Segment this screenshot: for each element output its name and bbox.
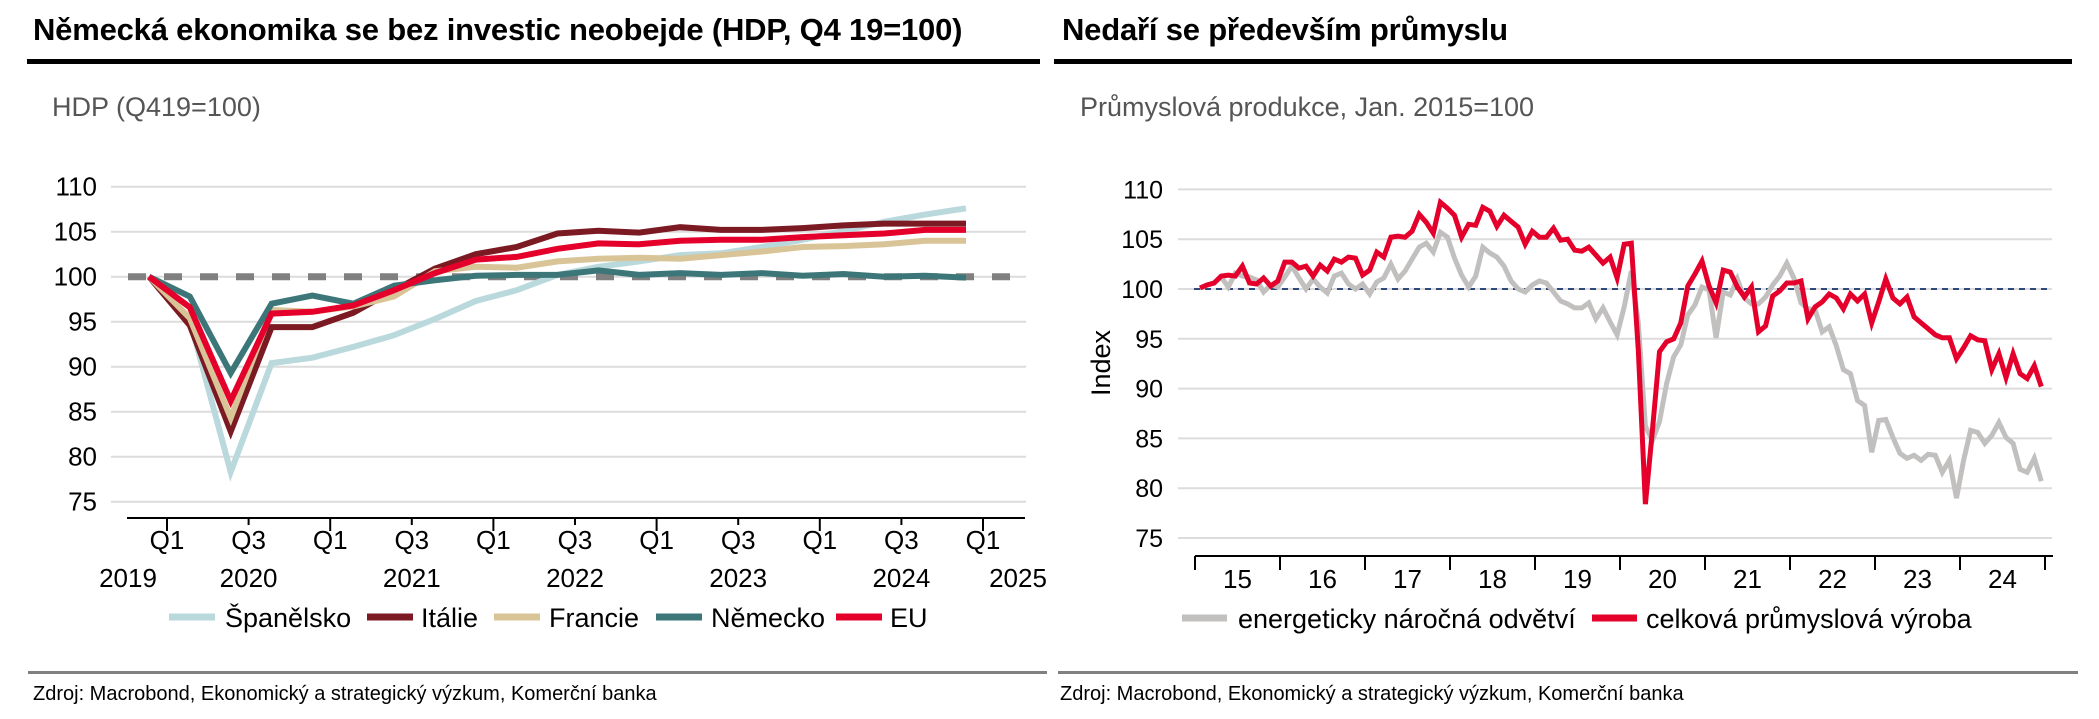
y-tick-label: 80	[68, 442, 97, 472]
y-tick-label: 95	[1135, 326, 1163, 354]
y-tick-label: 105	[1121, 226, 1163, 254]
right-panel-title: Nedaří se především průmyslu	[1062, 12, 1508, 47]
left-panel-subtitle: HDP (Q419=100)	[52, 92, 261, 122]
x-tick-quarter-label: Q3	[884, 525, 919, 555]
x-tick-label: 23	[1903, 564, 1932, 594]
legend-label: EU	[890, 603, 928, 633]
x-tick-quarter-label: Q1	[476, 525, 511, 555]
x-tick-quarter-label: Q1	[639, 525, 674, 555]
left-source-text: Zdroj: Macrobond, Ekonomický a strategic…	[33, 683, 657, 705]
right-source-divider	[1058, 671, 2078, 674]
x-tick-label: 21	[1733, 564, 1762, 594]
right-panel-subtitle: Průmyslová produkce, Jan. 2015=100	[1080, 92, 1535, 122]
y-axis-title: Index	[1086, 329, 1116, 396]
legend-label: Itálie	[421, 603, 478, 633]
x-tick-label: 17	[1393, 564, 1422, 594]
right-title-bar	[1054, 59, 2072, 64]
legend-label: Německo	[711, 603, 825, 633]
x-tick-year-label: 2021	[383, 563, 441, 593]
x-tick-year-label: 2024	[872, 563, 930, 593]
x-tick-label: 16	[1308, 564, 1337, 594]
y-tick-label: 100	[54, 262, 97, 292]
y-tick-label: 80	[1135, 475, 1163, 503]
y-tick-label: 110	[1123, 176, 1163, 204]
x-tick-label: 24	[1988, 564, 2017, 594]
x-tick-year-label: 2019	[99, 563, 157, 593]
y-tick-label: 75	[1135, 525, 1163, 553]
series-line-německo	[147, 267, 967, 380]
x-tick-quarter-label: Q3	[394, 525, 429, 555]
left-chart: 75 80 85 90 95 100 105 110 Q1 2019 Q3 2020 Q1 Q3 2021 Q…	[54, 172, 1047, 633]
x-tick-year-label: 2020	[220, 563, 278, 593]
x-tick-label: 19	[1563, 564, 1592, 594]
x-tick-quarter-label: Q1	[150, 525, 185, 555]
legend-label: Francie	[549, 603, 639, 633]
series-line-total-industry	[1199, 197, 2044, 505]
y-tick-label: 85	[1135, 425, 1163, 453]
x-tick-year-label: 2023	[709, 563, 767, 593]
x-tick-label: 15	[1223, 564, 1252, 594]
x-tick-year-label: 2025	[989, 563, 1047, 593]
right-source-text: Zdroj: Macrobond, Ekonomický a strategic…	[1060, 683, 1684, 705]
left-panel-title: Německá ekonomika se bez investic neobej…	[33, 12, 963, 47]
x-tick-year-label: 2022	[546, 563, 604, 593]
y-tick-label: 95	[68, 307, 97, 337]
y-tick-label: 100	[1121, 276, 1163, 304]
series-line-itálie	[146, 220, 966, 440]
y-tick-label: 90	[68, 352, 97, 382]
y-tick-label: 110	[56, 172, 97, 202]
x-tick-label: 20	[1648, 564, 1677, 594]
x-tick-quarter-label: Q1	[802, 525, 837, 555]
x-tick-quarter-label: Q1	[313, 525, 348, 555]
y-tick-label: 105	[54, 217, 97, 247]
x-tick-label: 18	[1478, 564, 1507, 594]
right-chart: 75 80 85 90 95 100 105 110 Index 15 16 17 18 19 20 21 22…	[1086, 176, 2053, 634]
x-tick-quarter-label: Q3	[558, 525, 593, 555]
left-title-bar	[27, 59, 1040, 64]
series-line-energy-intensive	[1199, 228, 2044, 499]
legend-label: energeticky náročná odvětví	[1238, 604, 1576, 634]
x-tick-label: 22	[1818, 564, 1847, 594]
x-tick-quarter-label: Q1	[966, 525, 1001, 555]
legend-label: Španělsko	[225, 602, 351, 633]
x-tick-quarter-label: Q3	[721, 525, 756, 555]
series-line-eu	[147, 226, 966, 409]
y-tick-label: 75	[68, 487, 97, 517]
left-source-divider	[28, 671, 1047, 674]
y-tick-label: 85	[68, 397, 97, 427]
y-tick-label: 90	[1135, 376, 1163, 404]
legend-label: celková průmyslová výroba	[1646, 604, 1973, 634]
x-tick-quarter-label: Q3	[231, 525, 266, 555]
